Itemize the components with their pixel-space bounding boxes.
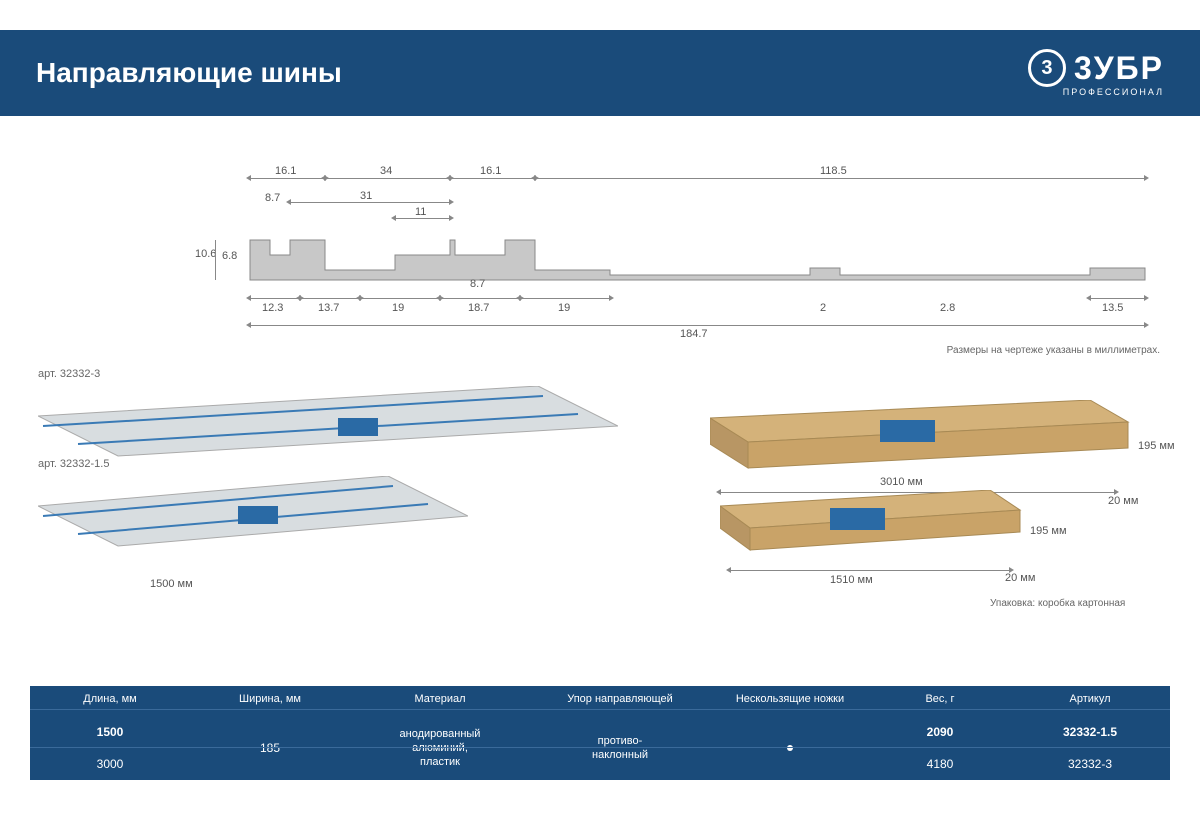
logo-subtitle: ПРОФЕССИОНАЛ <box>1063 87 1164 97</box>
box-length: 3010 мм <box>880 476 923 488</box>
spec-table: Длина, мм Ширина, мм Материал Упор напра… <box>30 686 1170 780</box>
dim-label: 8.7 <box>470 278 485 290</box>
dim-total: 184.7 <box>680 328 708 340</box>
dim-label: 2 <box>820 302 826 314</box>
article-label: арт. 32332-1.5 <box>38 458 109 470</box>
box-height: 195 мм <box>1030 525 1067 537</box>
dim-label: 31 <box>360 190 372 202</box>
dim-label: 6.8 <box>222 250 237 262</box>
dim-label: 13.7 <box>318 302 339 314</box>
dim-line <box>250 298 300 299</box>
col-article: Артикул <box>1010 693 1170 710</box>
dim-label: 12.3 <box>262 302 283 314</box>
table-row: 1500 2090 32332-1.5 <box>30 716 1170 748</box>
col-width: Ширина, мм <box>190 693 350 710</box>
rail-1500 <box>38 476 468 566</box>
dim-line <box>450 178 535 179</box>
cell-article: 32332-3 <box>1010 757 1170 771</box>
dim-line <box>215 240 216 280</box>
col-material: Материал <box>350 693 530 710</box>
dim-line <box>250 325 1145 326</box>
dim-line <box>300 298 360 299</box>
dim-line <box>250 178 325 179</box>
cell-weight: 4180 <box>870 757 1010 771</box>
table-row: 3000 4180 32332-3 <box>30 748 1170 780</box>
logo-brand: 3УБР <box>1074 50 1164 87</box>
cell-length: 3000 <box>30 757 190 771</box>
dim-line <box>290 202 450 203</box>
col-feet: Нескользящие ножки <box>710 693 870 710</box>
dim-label: 19 <box>558 302 570 314</box>
box-depth: 20 мм <box>1005 572 1035 584</box>
dim-label: 16.1 <box>480 165 501 177</box>
dim-line <box>535 178 1145 179</box>
logo-icon: 3 <box>1028 49 1066 87</box>
dim-line <box>360 298 440 299</box>
dim-label: 8.7 <box>265 192 280 204</box>
dim-label: 18.7 <box>468 302 489 314</box>
brand-logo: 3 3УБР ПРОФЕССИОНАЛ <box>1028 49 1164 97</box>
box-1510 <box>720 490 1030 560</box>
rail-length: 1500 мм <box>150 578 193 590</box>
col-weight: Вес, г <box>870 693 1010 710</box>
cell-article: 32332-1.5 <box>1010 725 1170 739</box>
cell-length: 1500 <box>30 725 190 739</box>
dim-label: 16.1 <box>275 165 296 177</box>
dim-label: 11 <box>415 206 426 218</box>
col-stop: Упор направляющей <box>530 693 710 710</box>
col-length: Длина, мм <box>30 693 190 710</box>
page-title: Направляющие шины <box>36 57 342 89</box>
dim-label: 13.5 <box>1102 302 1123 314</box>
box-3010 <box>710 400 1140 480</box>
box-height: 195 мм <box>1138 440 1175 452</box>
dim-line <box>325 178 450 179</box>
dim-label: 10.6 <box>195 248 216 260</box>
cross-section-diagram: 16.1 34 16.1 118.5 8.7 31 11 8.7 10.6 6.… <box>240 170 1160 350</box>
dim-line <box>520 298 610 299</box>
box-depth: 20 мм <box>1108 495 1138 507</box>
dimension-note: Размеры на чертеже указаны в миллиметрах… <box>947 345 1160 356</box>
rail-3000 <box>38 386 618 486</box>
dim-label: 34 <box>380 165 392 177</box>
dim-line <box>395 218 450 219</box>
dim-line <box>730 570 1010 571</box>
dim-label: 118.5 <box>820 165 847 177</box>
dim-label: 19 <box>392 302 404 314</box>
dim-label: 2.8 <box>940 302 955 314</box>
profile-shape <box>240 230 1160 290</box>
dim-line <box>440 298 520 299</box>
header-bar: Направляющие шины 3 3УБР ПРОФЕССИОНАЛ <box>0 30 1200 116</box>
box-length: 1510 мм <box>830 574 873 586</box>
dim-line <box>1090 298 1145 299</box>
article-label: арт. 32332-3 <box>38 368 100 380</box>
cell-weight: 2090 <box>870 725 1010 739</box>
packaging-note: Упаковка: коробка картонная <box>990 598 1125 609</box>
table-header-row: Длина, мм Ширина, мм Материал Упор напра… <box>30 686 1170 716</box>
